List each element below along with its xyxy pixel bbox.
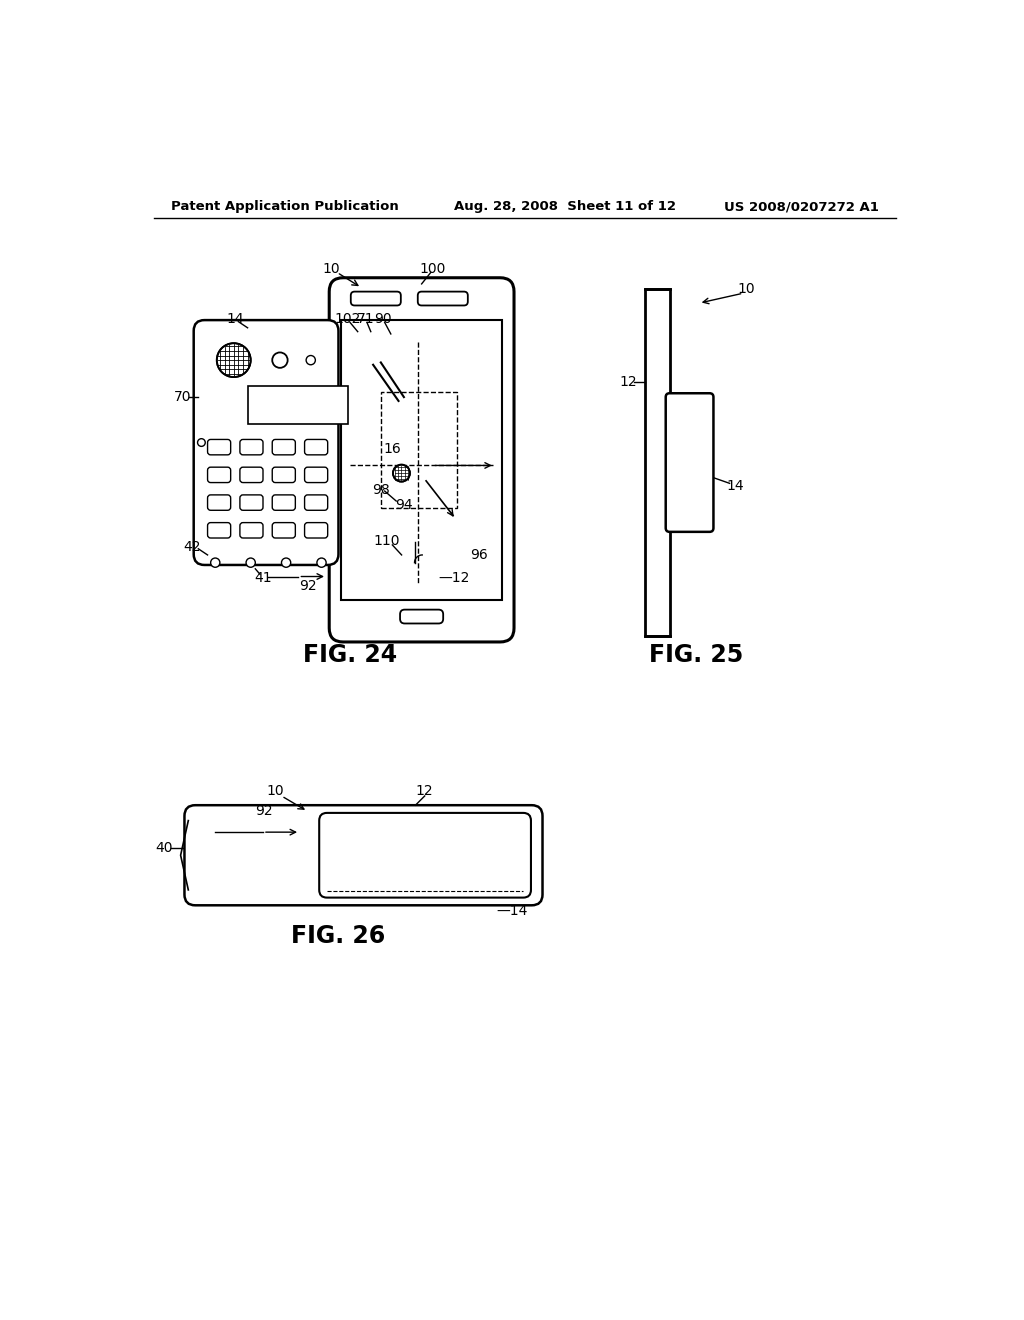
Bar — [341, 321, 503, 599]
Text: 14: 14 — [726, 479, 743, 492]
Text: 40: 40 — [156, 841, 173, 854]
Text: 10: 10 — [737, 282, 756, 296]
FancyBboxPatch shape — [304, 495, 328, 511]
Circle shape — [272, 352, 288, 368]
Circle shape — [198, 438, 205, 446]
Text: 10: 10 — [266, 784, 284, 799]
Circle shape — [217, 343, 251, 378]
FancyBboxPatch shape — [208, 440, 230, 455]
FancyBboxPatch shape — [208, 495, 230, 511]
Bar — [645, 289, 670, 636]
Text: 98: 98 — [372, 483, 390, 496]
Text: —12: —12 — [438, 572, 470, 585]
Text: 92: 92 — [255, 804, 272, 817]
Text: FIG. 26: FIG. 26 — [292, 924, 386, 948]
FancyBboxPatch shape — [666, 393, 714, 532]
FancyBboxPatch shape — [418, 292, 468, 305]
FancyBboxPatch shape — [208, 523, 230, 539]
Text: 90: 90 — [375, 312, 392, 326]
FancyBboxPatch shape — [304, 440, 328, 455]
FancyBboxPatch shape — [208, 467, 230, 483]
Text: 100: 100 — [419, 261, 445, 276]
FancyBboxPatch shape — [272, 523, 295, 539]
Text: 71: 71 — [356, 312, 374, 326]
Circle shape — [306, 355, 315, 364]
FancyBboxPatch shape — [240, 467, 263, 483]
FancyBboxPatch shape — [272, 467, 295, 483]
Text: Patent Application Publication: Patent Application Publication — [171, 201, 398, 214]
Text: 16: 16 — [383, 442, 401, 457]
FancyBboxPatch shape — [400, 610, 443, 623]
FancyBboxPatch shape — [272, 495, 295, 511]
Text: 96: 96 — [470, 548, 487, 562]
Text: 14: 14 — [226, 312, 244, 326]
Text: 94: 94 — [395, 498, 413, 512]
Text: US 2008/0207272 A1: US 2008/0207272 A1 — [724, 201, 879, 214]
FancyBboxPatch shape — [240, 523, 263, 539]
FancyBboxPatch shape — [319, 813, 531, 898]
FancyBboxPatch shape — [240, 495, 263, 511]
Text: 70: 70 — [174, 391, 191, 404]
Text: 102: 102 — [335, 312, 360, 326]
Bar — [381, 392, 457, 508]
FancyBboxPatch shape — [240, 440, 263, 455]
FancyBboxPatch shape — [304, 467, 328, 483]
Circle shape — [282, 558, 291, 568]
Text: FIG. 24: FIG. 24 — [303, 643, 397, 667]
Circle shape — [246, 558, 255, 568]
FancyBboxPatch shape — [184, 805, 543, 906]
FancyBboxPatch shape — [304, 523, 328, 539]
Text: 10: 10 — [322, 261, 340, 276]
FancyBboxPatch shape — [330, 277, 514, 642]
FancyBboxPatch shape — [272, 440, 295, 455]
Bar — [248, 385, 348, 424]
Circle shape — [316, 558, 326, 568]
Text: Aug. 28, 2008  Sheet 11 of 12: Aug. 28, 2008 Sheet 11 of 12 — [454, 201, 676, 214]
Text: 110: 110 — [373, 535, 399, 548]
Text: —14: —14 — [497, 904, 528, 919]
Text: 41: 41 — [254, 572, 271, 585]
Text: FIG. 25: FIG. 25 — [649, 643, 743, 667]
Text: 12: 12 — [416, 784, 433, 799]
Text: 92: 92 — [299, 578, 316, 593]
Circle shape — [211, 558, 220, 568]
Text: 42: 42 — [183, 540, 201, 554]
Text: 12: 12 — [620, 375, 637, 388]
FancyBboxPatch shape — [194, 321, 339, 565]
FancyBboxPatch shape — [351, 292, 400, 305]
Circle shape — [393, 465, 410, 482]
